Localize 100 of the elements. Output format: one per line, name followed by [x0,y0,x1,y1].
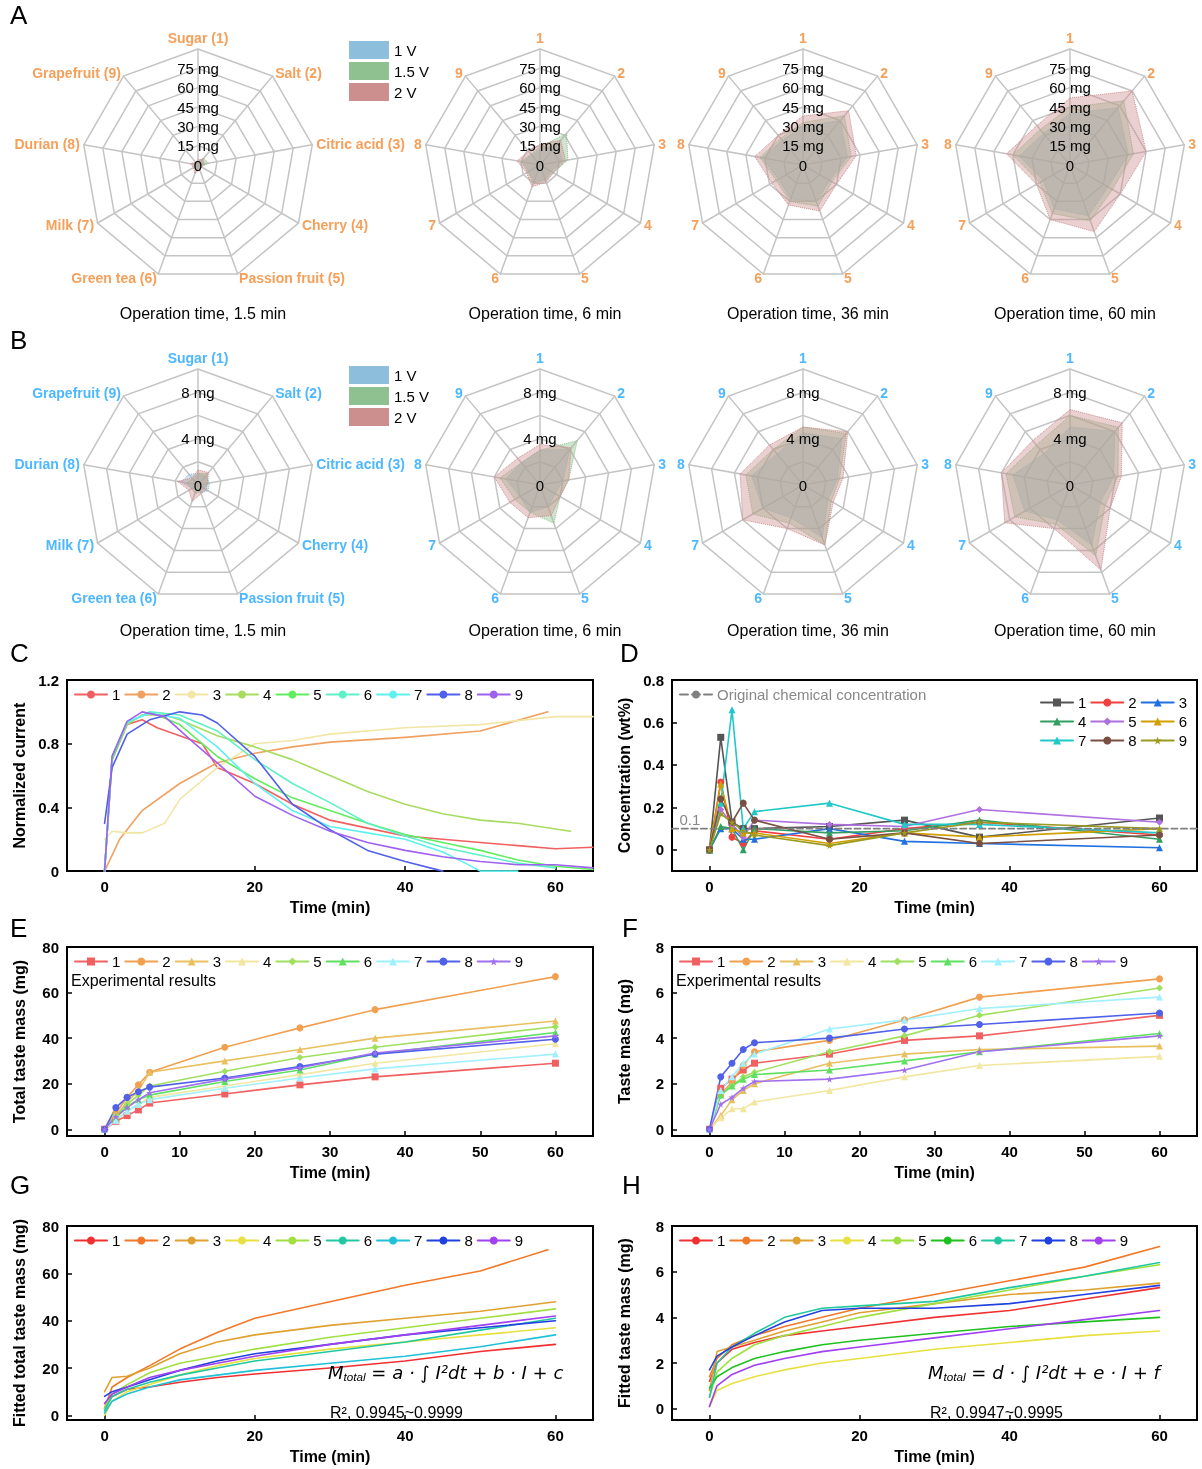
y-tick-label: 60 [42,984,59,1002]
legend-label: 3 [212,686,222,703]
x-tick-label: 30 [321,1143,339,1161]
spoke-label: 5 [844,589,853,606]
spoke-label: Grapefruit (9) [32,385,121,402]
x-tick-label: 60 [1151,878,1168,896]
legend-label: 6 [363,686,373,703]
spoke-label: 8 [944,456,953,473]
y-axis-title: Normalized current [10,701,28,849]
legend-label: 3 [817,1232,827,1249]
x-tick-label: 60 [1151,1143,1168,1161]
annotation: Experimental results [71,971,216,989]
y-tick-label: 4 mg [1053,430,1087,448]
spoke-label: 3 [921,136,930,153]
legend-label: 1.5 V [393,387,430,405]
legend-label: 1 [717,1232,726,1249]
y-tick-label: 0 [193,156,203,174]
annotation: 0.1 [679,810,701,828]
y-tick-label: 8 mg [523,383,557,401]
x-axis-title: Time (min) [894,1163,975,1181]
x-tick-label: 50 [1076,1143,1093,1161]
spoke-label: 3 [658,136,667,153]
y-tick-label: 0 [193,476,203,494]
y-tick-label: 45 mg [177,98,219,116]
y-tick-label: 0.6 [643,713,664,731]
y-tick-label: 0.2 [643,798,664,816]
y-tick-label: 0 [535,156,545,174]
y-tick-label: 0 [50,862,59,880]
spoke-label: 7 [958,537,967,553]
y-tick-label: 15 mg [519,137,561,155]
y-tick-label: 4 [655,1308,665,1326]
legend-label: 5 [313,1232,322,1249]
x-axis-title: Time (min) [289,898,371,916]
legend-label: 1 [112,953,121,970]
legend-label: 6 [363,953,373,970]
y-tick-label: 0 [798,156,808,174]
legend-label: 3 [817,953,827,970]
text: G [10,1170,31,1200]
spoke-label: Salt (2) [275,65,322,82]
text: D [620,638,639,668]
spoke-label: 1 [799,30,808,46]
text: B [10,325,28,355]
text: E [10,913,28,943]
legend-label: 1 V [393,41,417,59]
text: Operation time, 60 min [994,304,1156,322]
text: H [622,1170,641,1200]
spoke-label: 6 [1021,269,1030,286]
legend-label: 1 [717,953,726,970]
y-tick-label: 80 [42,938,59,956]
y-tick-label: 0 [1065,476,1075,494]
legend-label: 8 [464,686,473,703]
spoke-label: 1 [1066,350,1075,366]
y-tick-label: 0.4 [38,798,60,816]
legend-label: 9 [1178,732,1187,749]
y-tick-label: 4 mg [523,430,557,448]
spoke-label: 1 [1066,30,1075,46]
y-tick-label: 20 [42,1359,59,1377]
spoke-label: 2 [880,65,889,82]
y-tick-label: 6 [655,984,664,1002]
spoke-label: 2 [880,385,889,402]
legend-label: 5 [918,1232,927,1249]
y-tick-label: 0 [50,1406,59,1424]
y-tick-label: 0 [50,1120,59,1138]
spoke-label: 4 [1173,537,1182,553]
x-tick-label: 30 [926,1143,943,1161]
spoke-label: 3 [921,456,930,473]
spoke-label: 9 [985,65,994,82]
y-tick-label: 8 [655,938,664,956]
spoke-label: 7 [691,217,700,233]
legend-label: 9 [1119,1232,1129,1249]
y-tick-label: 40 [42,1029,59,1047]
spoke-label: Sugar (1) [167,30,229,46]
y-tick-label: 1.2 [38,671,59,689]
x-axis-title: Time (min) [894,1447,975,1465]
x-tick-label: 0 [705,878,714,896]
legend-label: 4 [263,686,272,703]
x-tick-label: 0 [100,1427,109,1445]
spoke-label: Durian (8) [14,136,80,153]
y-tick-label: 60 mg [1049,79,1091,97]
y-tick-label: 75 mg [519,59,561,77]
y-tick-label: 0.8 [38,735,59,753]
x-tick-label: 10 [776,1143,793,1161]
legend-label: 8 [464,1232,473,1249]
spoke-label: 6 [1021,589,1030,606]
legend-label: 7 [1019,1232,1028,1249]
legend-label: 2 [162,953,171,970]
legend-label: 4 [263,953,272,970]
x-tick-label: 20 [246,1427,264,1445]
x-tick-label: 60 [1151,1427,1168,1445]
spoke-label: 2 [617,385,626,402]
y-tick-label: 8 mg [1053,383,1087,401]
y-tick-label: 30 mg [1049,117,1091,135]
legend-label: 4 [868,953,877,970]
y-tick-label: 75 mg [782,59,824,77]
spoke-label: 4 [906,537,915,553]
x-tick-label: 40 [1001,1143,1018,1161]
y-tick-label: 8 mg [786,383,820,401]
legend-label: 6 [363,1232,373,1249]
spoke-label: 7 [691,537,700,553]
spoke-label: 5 [581,589,590,606]
